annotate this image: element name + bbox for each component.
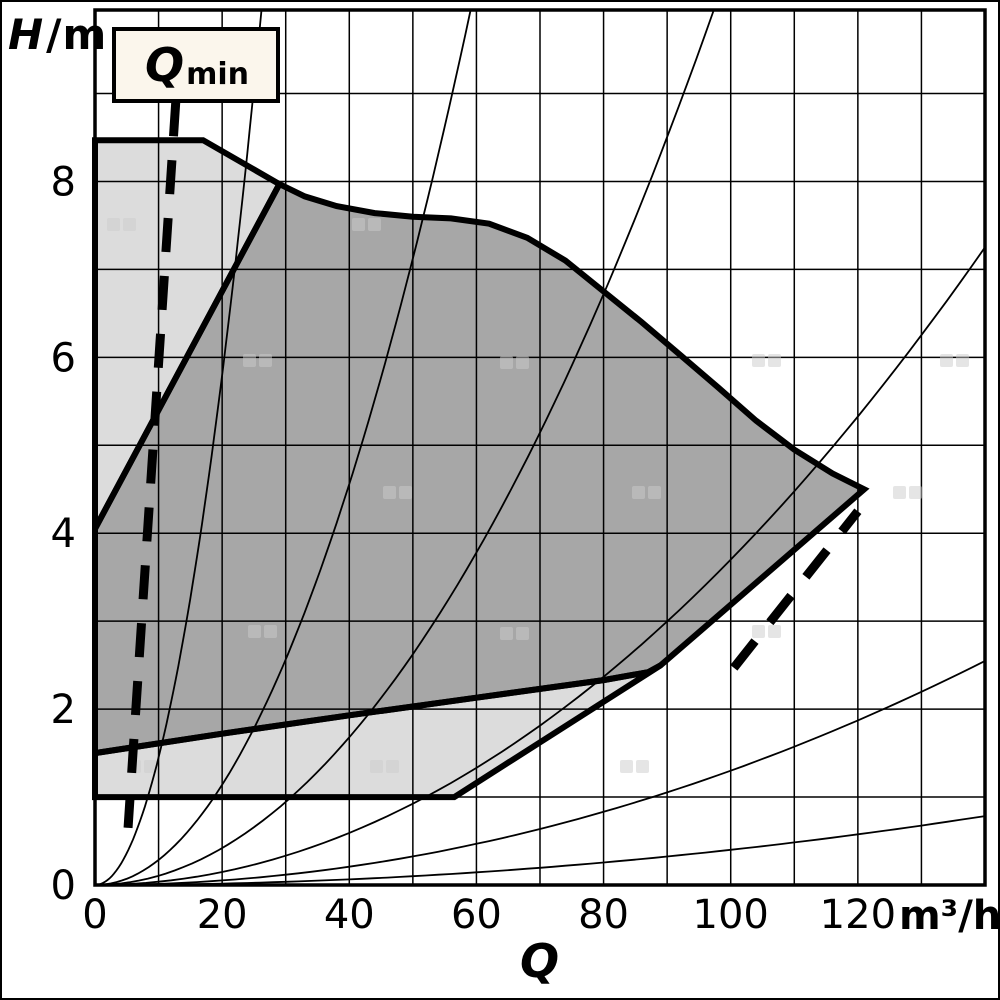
system-curve [94, 9, 472, 886]
y-tick-label: 0 [51, 863, 76, 909]
x-tick-label: 80 [578, 892, 629, 938]
y-tick-label: 6 [51, 335, 76, 381]
x-tick-label: 0 [82, 892, 107, 938]
lower-right-dashed-line [730, 508, 862, 671]
watermark-mark [636, 760, 649, 773]
y-tick-label: 2 [51, 687, 76, 733]
watermark-mark [386, 760, 399, 773]
watermark-mark [370, 760, 383, 773]
watermark-mark [352, 218, 365, 231]
region-fill-light-lower [95, 665, 661, 798]
x-tick-label: 60 [451, 892, 502, 938]
y-axis-title-unit: /m [46, 10, 108, 59]
watermark-mark [383, 486, 396, 499]
x-axis-title: Q [520, 934, 560, 988]
watermark-mark [368, 218, 381, 231]
watermark-mark [500, 627, 513, 640]
watermark-mark [648, 486, 661, 499]
region-fill-light-upper [95, 140, 280, 529]
region-fill-operating [95, 184, 865, 754]
y-tick-label: 4 [51, 511, 76, 557]
qmin-label-symbol: Q [144, 38, 185, 92]
qmin-limit-dashed-line [123, 102, 181, 829]
watermark-mark [399, 486, 412, 499]
qmin-label-subscript: min [186, 56, 249, 92]
watermark-mark [752, 354, 765, 367]
x-axis-unit-label: m³/h [899, 893, 1000, 939]
watermark-mark [144, 760, 157, 773]
system-curve [94, 9, 263, 886]
watermark-mark [768, 354, 781, 367]
system-curve [95, 815, 986, 886]
x-tick-label: 20 [197, 892, 248, 938]
watermark-mark [500, 356, 513, 369]
watermark-mark [248, 625, 261, 638]
watermark-mark [893, 486, 906, 499]
y-axis-title: H/m [8, 10, 107, 59]
system-curve [94, 9, 715, 886]
watermark-mark [516, 356, 529, 369]
watermark-mark [909, 486, 922, 499]
watermark-mark [752, 625, 765, 638]
watermark-mark [107, 218, 120, 231]
system-curve [95, 660, 986, 886]
watermark-mark [123, 218, 136, 231]
y-axis-title-symbol: H [8, 10, 45, 59]
system-curve [94, 246, 986, 886]
watermark-mark [632, 486, 645, 499]
plot-border [93, 8, 987, 887]
watermark-mark [243, 354, 256, 367]
watermark-mark [516, 627, 529, 640]
watermark-mark [259, 354, 272, 367]
watermark-mark [940, 354, 953, 367]
watermark-mark [264, 625, 277, 638]
y-tick-label: 8 [51, 159, 76, 205]
x-tick-label: 100 [693, 892, 769, 938]
watermark-mark [956, 354, 969, 367]
watermark-mark [768, 625, 781, 638]
x-tick-label: 120 [820, 892, 896, 938]
watermark-mark [620, 760, 633, 773]
region-outline-operating [92, 180, 870, 757]
x-tick-label: 40 [324, 892, 375, 938]
